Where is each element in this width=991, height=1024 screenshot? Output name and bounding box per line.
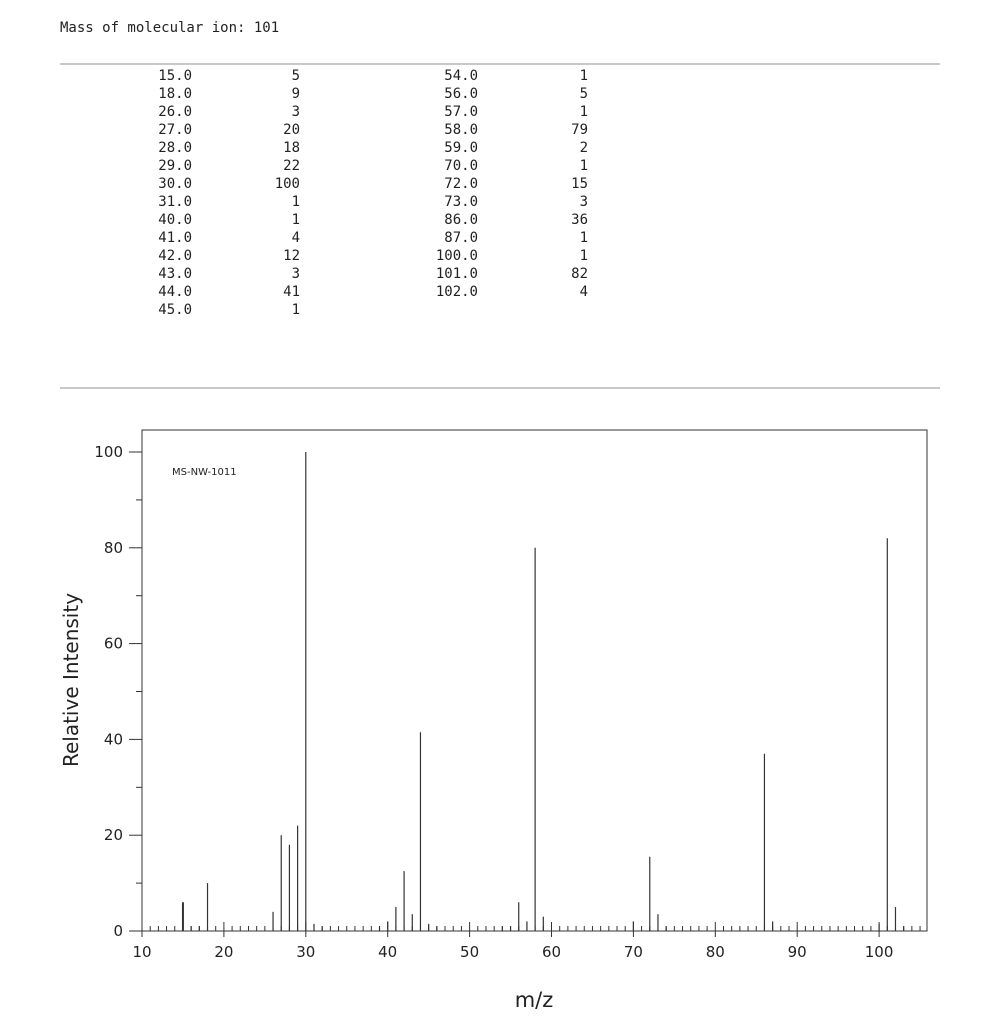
- table-row: 45.0 1: [60, 302, 660, 320]
- spectrum-peaks: [181, 452, 905, 931]
- mz-cell: 15.0: [158, 68, 192, 84]
- intensity-cell: 18: [283, 140, 300, 156]
- table-row: 26.0 3 57.0 1: [60, 104, 660, 122]
- intensity-cell: 4: [579, 284, 588, 300]
- mass-spectrum-chart: 10 20 30 40 50 60 70 80 90 100 0 20 40 60 80 100 MS-NW…: [59, 429, 928, 1012]
- x-tick-label: 20: [214, 943, 233, 961]
- intensity-cell: 1: [579, 158, 588, 174]
- intensity-cell: 1: [579, 68, 588, 84]
- mz-cell: 59.0: [444, 140, 478, 156]
- mz-cell: 40.0: [158, 212, 192, 228]
- intensity-cell: 1: [579, 230, 588, 246]
- mz-cell: 57.0: [444, 104, 478, 120]
- x-axis-label: m/z: [515, 988, 554, 1012]
- intensity-cell: 41: [283, 284, 300, 300]
- intensity-cell: 4: [291, 230, 300, 246]
- intensity-cell: 15: [571, 176, 588, 192]
- intensity-cell: 36: [571, 212, 588, 228]
- intensity-cell: 9: [291, 86, 300, 102]
- x-tick-label: 100: [865, 943, 894, 961]
- mz-cell: 29.0: [158, 158, 192, 174]
- table-row: 42.0 12 100.0 1: [60, 248, 660, 266]
- y-tick-label: 100: [94, 443, 123, 461]
- plot-frame: [141, 429, 928, 932]
- mz-cell: 26.0: [158, 104, 192, 120]
- table-row: 30.0 100 72.0 15: [60, 176, 660, 194]
- mz-cell: 101.0: [435, 266, 478, 282]
- intensity-cell: 5: [291, 68, 300, 84]
- table-row: 15.0 5 54.0 1: [60, 68, 660, 86]
- mz-cell: 72.0: [444, 176, 478, 192]
- intensity-cell: 2: [579, 140, 588, 156]
- x-tick-label: 30: [296, 943, 315, 961]
- intensity-cell: 100: [274, 176, 300, 192]
- y-tick-label: 60: [104, 635, 123, 653]
- table-row: 40.0 1 86.0 36: [60, 212, 660, 230]
- intensity-cell: 82: [571, 266, 588, 282]
- intensity-cell: 1: [291, 212, 300, 228]
- intensity-cell: 3: [291, 104, 300, 120]
- intensity-cell: 1: [579, 248, 588, 264]
- table-row: 41.0 4 87.0 1: [60, 230, 660, 248]
- top-divider: [60, 63, 940, 65]
- peak-table: 15.0 5 54.0 1 18.0 9 56.0 5 26.0 3 57.0 1 27.0 20 58.0…: [60, 68, 660, 320]
- molecular-ion-label: Mass of molecular ion: 101: [60, 20, 280, 36]
- mz-cell: 102.0: [435, 284, 478, 300]
- mz-cell: 30.0: [158, 176, 192, 192]
- mz-cell: 27.0: [158, 122, 192, 138]
- intensity-cell: 22: [283, 158, 300, 174]
- mz-cell: 70.0: [444, 158, 478, 174]
- mz-cell: 45.0: [158, 302, 192, 318]
- x-tick-labels: 10 20 30 40 50 60 70 80 90 100: [132, 943, 893, 961]
- x-tick-label: 80: [706, 943, 725, 961]
- mz-cell: 28.0: [158, 140, 192, 156]
- axis-ticks: [129, 451, 921, 937]
- intensity-cell: 1: [579, 104, 588, 120]
- intensity-cell: 5: [579, 86, 588, 102]
- mz-cell: 56.0: [444, 86, 478, 102]
- table-row: 28.0 18 59.0 2: [60, 140, 660, 158]
- y-tick-label: 0: [113, 922, 123, 940]
- table-row: 27.0 20 58.0 79: [60, 122, 660, 140]
- mz-cell: 44.0: [158, 284, 192, 300]
- mz-cell: 54.0: [444, 68, 478, 84]
- table-row: 43.0 3 101.0 82: [60, 266, 660, 284]
- y-tick-label: 40: [104, 730, 123, 748]
- mz-cell: 100.0: [435, 248, 478, 264]
- x-tick-label: 50: [460, 943, 479, 961]
- y-tick-label: 20: [104, 826, 123, 844]
- mz-cell: 31.0: [158, 194, 192, 210]
- chart-annotation: MS-NW-1011: [172, 467, 237, 478]
- table-row: 29.0 22 70.0 1: [60, 158, 660, 176]
- table-row: 44.0 41 102.0 4: [60, 284, 660, 302]
- mz-cell: 18.0: [158, 86, 192, 102]
- mz-cell: 73.0: [444, 194, 478, 210]
- intensity-cell: 79: [571, 122, 588, 138]
- intensity-cell: 1: [291, 194, 300, 210]
- bottom-divider: [60, 387, 940, 389]
- mz-cell: 86.0: [444, 212, 478, 228]
- mz-cell: 42.0: [158, 248, 192, 264]
- mz-cell: 58.0: [444, 122, 478, 138]
- table-row: 18.0 9 56.0 5: [60, 86, 660, 104]
- y-axis-label: Relative Intensity: [59, 593, 83, 767]
- y-tick-label: 80: [104, 539, 123, 557]
- x-tick-label: 60: [542, 943, 561, 961]
- mz-cell: 43.0: [158, 266, 192, 282]
- x-tick-label: 40: [378, 943, 397, 961]
- intensity-cell: 12: [283, 248, 300, 264]
- intensity-cell: 1: [291, 302, 300, 318]
- x-tick-label: 70: [624, 943, 643, 961]
- y-tick-labels: 0 20 40 60 80 100: [94, 443, 123, 940]
- x-tick-label: 10: [132, 943, 151, 961]
- table-row: 31.0 1 73.0 3: [60, 194, 660, 212]
- mz-cell: 87.0: [444, 230, 478, 246]
- intensity-cell: 3: [579, 194, 588, 210]
- x-tick-label: 90: [788, 943, 807, 961]
- mz-cell: 41.0: [158, 230, 192, 246]
- intensity-cell: 3: [291, 266, 300, 282]
- intensity-cell: 20: [283, 122, 300, 138]
